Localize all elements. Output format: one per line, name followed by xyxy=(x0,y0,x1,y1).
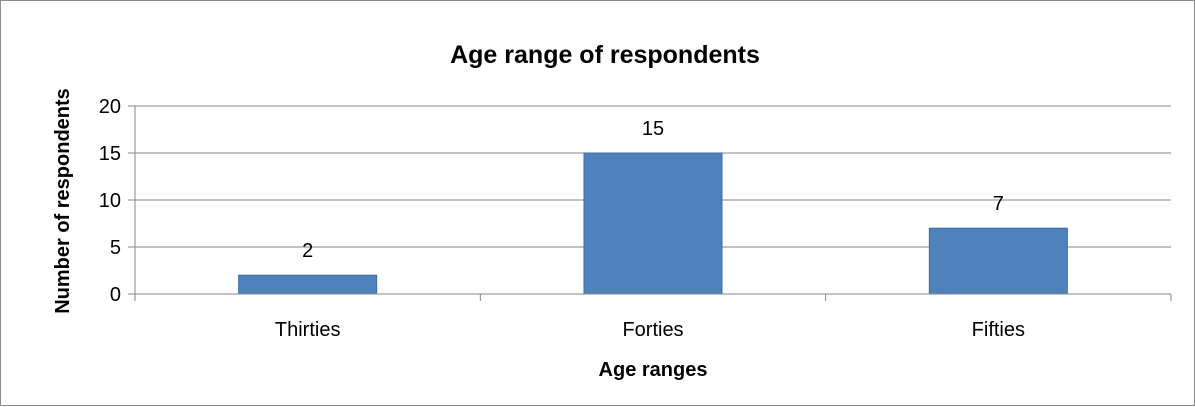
data-label: 15 xyxy=(642,118,664,140)
x-category-label: Thirties xyxy=(275,319,341,341)
data-label: 7 xyxy=(993,193,1004,215)
x-axis-title: Age ranges xyxy=(599,359,708,381)
y-tick-label: 10 xyxy=(99,190,121,212)
bar-fifties xyxy=(928,227,1068,295)
x-category-label: Fifties xyxy=(972,319,1025,341)
y-tick-label: 0 xyxy=(110,284,121,306)
bars xyxy=(238,152,1068,295)
chart-title: Age range of respondents xyxy=(450,41,760,69)
y-tick-label: 20 xyxy=(99,96,121,118)
y-axis-title: Number of respondents xyxy=(52,88,74,314)
bar-forties xyxy=(583,152,723,295)
x-category-label: Forties xyxy=(622,319,683,341)
y-tick-label: 15 xyxy=(99,143,121,165)
labels: 0 5 10 15 20 2 Thirties 15 Forties 7 Fifties xyxy=(99,96,1025,341)
bar-thirties xyxy=(238,274,378,295)
axes xyxy=(128,105,1172,301)
y-tick-label: 5 xyxy=(110,237,121,259)
data-label: 2 xyxy=(302,240,313,262)
